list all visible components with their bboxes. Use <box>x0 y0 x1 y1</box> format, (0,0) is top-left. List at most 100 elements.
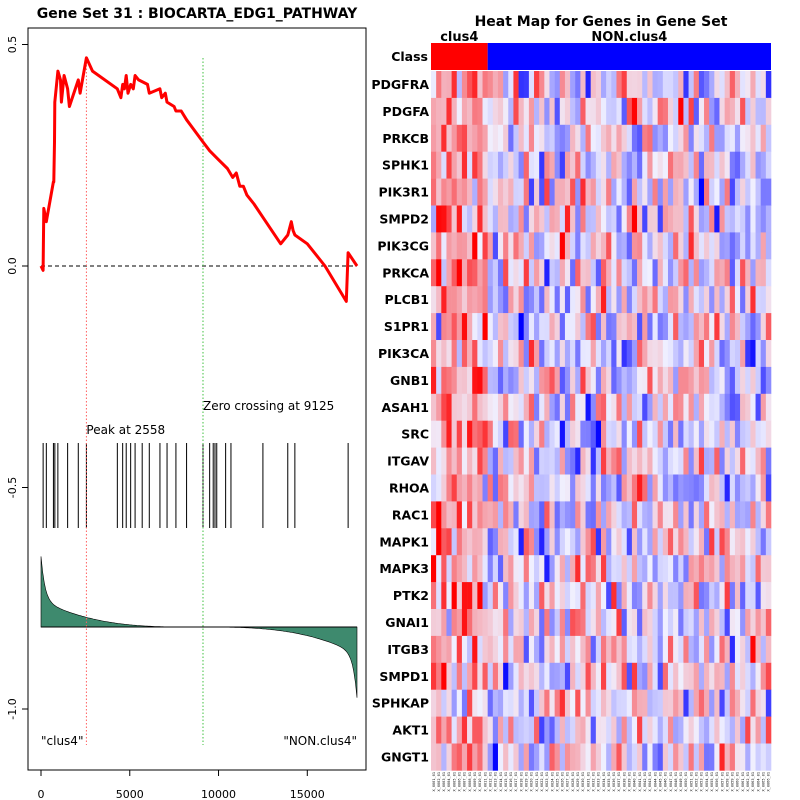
heatmap-cell <box>693 420 700 448</box>
heatmap-cell <box>492 232 499 260</box>
heatmap-cell <box>523 447 530 475</box>
heatmap-cell <box>508 286 514 314</box>
heatmap-cell <box>549 501 555 529</box>
heatmap-cell <box>503 528 509 556</box>
heatmap-cell <box>724 286 731 314</box>
heatmap-cell <box>585 662 591 690</box>
heatmap-cell <box>637 635 643 664</box>
heatmap-cell <box>616 97 622 126</box>
peak-label: Peak at 2558 <box>86 423 165 437</box>
gene-label: SMPD2 <box>379 211 429 226</box>
heatmap-cell <box>657 259 664 287</box>
heatmap-cell <box>497 286 504 314</box>
heatmap-cell <box>637 286 643 314</box>
heatmap-cell <box>719 286 725 314</box>
heatmap-cell <box>626 340 633 368</box>
heatmap-cell <box>446 124 452 152</box>
heatmap-cell <box>472 555 478 583</box>
heatmap-cell <box>564 366 571 395</box>
heatmap-cell <box>518 474 525 502</box>
sample-label: X_0020_01 <box>530 772 534 791</box>
heatmap-cell <box>606 635 612 664</box>
heatmap-cell <box>626 71 633 99</box>
heatmap-cell <box>673 689 679 717</box>
heatmap-cell <box>441 716 447 744</box>
heatmap-cell <box>631 609 638 637</box>
heatmap-cell <box>523 689 530 717</box>
heatmap-cell <box>446 743 452 771</box>
heatmap-cell <box>549 366 555 395</box>
heatmap-cell <box>482 340 488 368</box>
heatmap-cell <box>750 313 756 341</box>
heatmap-cell <box>503 635 509 664</box>
heatmap-cell <box>642 286 648 314</box>
heatmap-cell <box>508 393 514 421</box>
heatmap-cell <box>575 743 581 771</box>
heatmap-cell <box>673 420 679 448</box>
heatmap-cell <box>508 420 514 448</box>
heatmap-cell <box>575 501 581 529</box>
heatmap-cell <box>570 97 576 126</box>
heatmap-cell <box>704 313 710 341</box>
heatmap-cell <box>534 205 540 233</box>
heatmap-cell <box>606 447 612 475</box>
heatmap-cell <box>549 340 555 368</box>
heatmap-cell <box>709 528 715 556</box>
heatmap-cell <box>714 609 720 637</box>
heatmap-cell <box>652 232 658 260</box>
heatmap-cell <box>446 178 452 206</box>
heatmap-cell <box>528 689 535 717</box>
heatmap-cell <box>678 420 684 448</box>
heatmap-cell <box>477 501 483 529</box>
heatmap-cell <box>667 124 674 152</box>
heatmap-cell <box>497 420 504 448</box>
heatmap-cell <box>436 178 442 206</box>
heatmap-cell <box>554 528 561 556</box>
heatmap-cell <box>714 447 720 475</box>
heatmap-cell <box>611 259 617 287</box>
heatmap-cell <box>492 474 499 502</box>
heatmap-cell <box>580 582 586 610</box>
heatmap-cell <box>678 393 684 421</box>
heatmap-cell <box>637 474 643 502</box>
sample-label: X_0024_01 <box>550 772 554 791</box>
heatmap-cell <box>621 555 628 583</box>
heatmap-cell <box>467 71 473 99</box>
heatmap-cell <box>642 689 648 717</box>
heatmap-cell <box>765 393 772 421</box>
heatmap-cell <box>436 582 442 610</box>
heatmap-cell <box>637 555 643 583</box>
heatmap-cell <box>503 313 509 341</box>
heatmap-cell <box>441 447 447 475</box>
heatmap-cell <box>626 743 633 771</box>
heatmap-cell <box>534 259 540 287</box>
heatmap-cell <box>709 393 715 421</box>
heatmap-cell <box>724 97 731 126</box>
heatmap-cell <box>467 609 473 637</box>
heatmap-cell <box>626 635 633 664</box>
heatmap-cell <box>724 124 731 152</box>
heatmap-cell <box>508 124 514 152</box>
heatmap-cell <box>456 366 463 395</box>
heatmap-cell <box>539 366 545 395</box>
heatmap-cell <box>647 582 653 610</box>
heatmap-cell <box>621 501 628 529</box>
heatmap-cell <box>595 743 602 771</box>
heatmap-cell <box>456 501 463 529</box>
heatmap-cell <box>595 635 602 664</box>
heatmap-cell <box>456 743 463 771</box>
heatmap-cell <box>441 474 447 502</box>
sample-label: X_0061_01 <box>741 772 745 791</box>
heatmap-cell <box>642 609 648 637</box>
heatmap-cell <box>456 474 463 502</box>
heatmap-cell <box>740 609 746 637</box>
heatmap-cell <box>714 259 720 287</box>
heatmap-cell <box>513 635 519 664</box>
heatmap-cell <box>729 97 736 126</box>
heatmap-cell <box>693 474 700 502</box>
heatmap-cell <box>518 97 525 126</box>
heatmap-cell <box>662 501 669 529</box>
heatmap-cell <box>575 474 581 502</box>
